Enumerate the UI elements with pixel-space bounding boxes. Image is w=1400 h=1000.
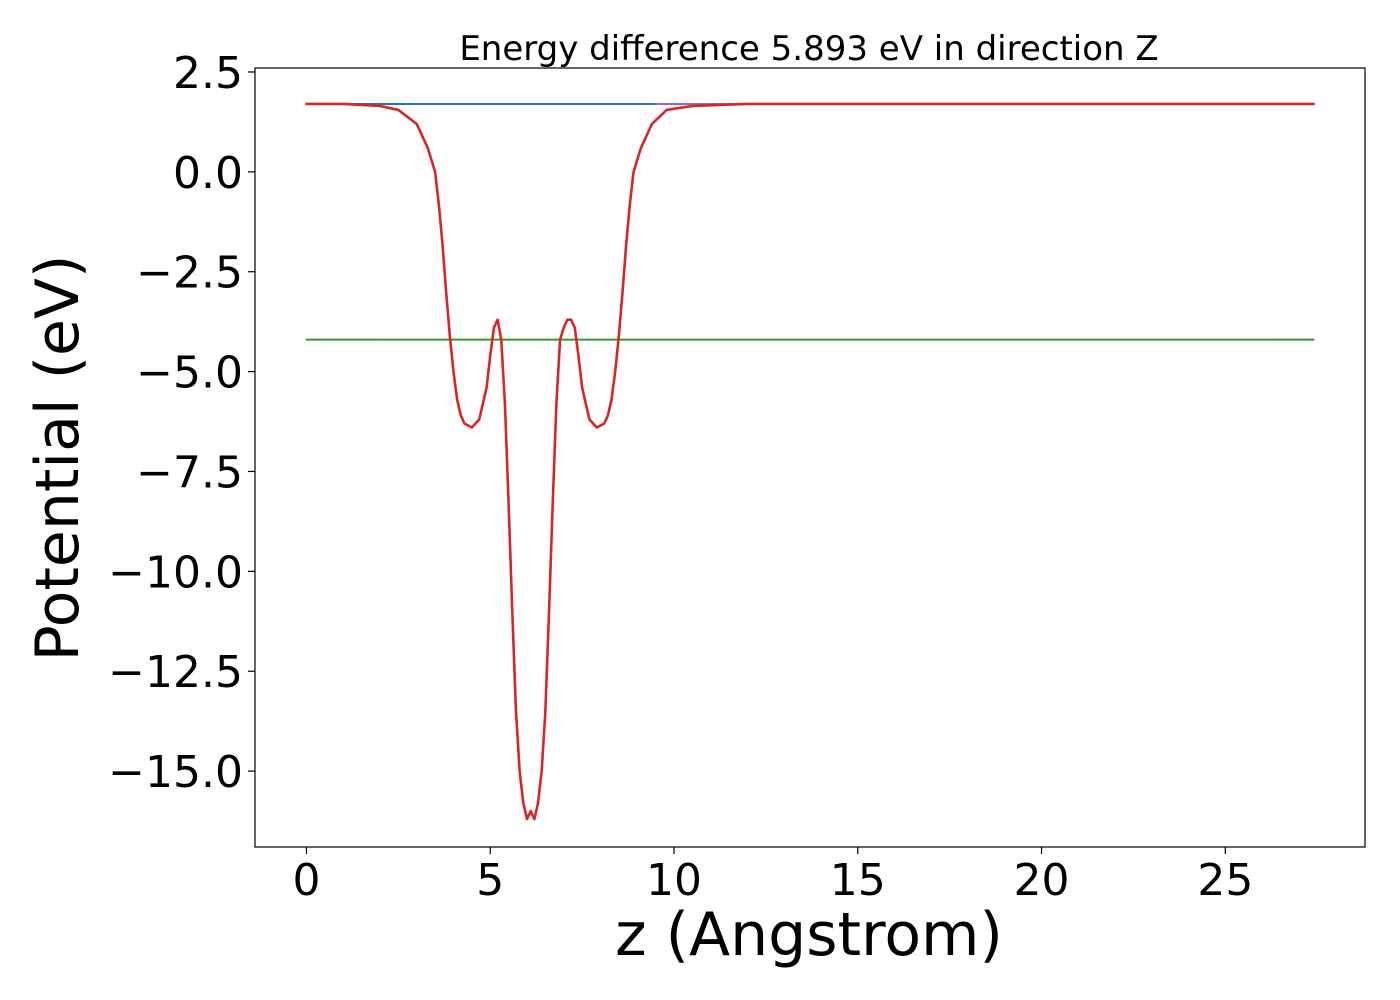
series-line-3 — [305, 102, 1315, 821]
y-axis-label: Potential (eV) — [23, 255, 93, 662]
x-axis-label: z (Angstrom) — [615, 900, 1003, 970]
series-layer — [305, 102, 1315, 821]
x-tick-label: 5 — [476, 855, 504, 906]
y-tick-label: −2.5 — [136, 248, 243, 299]
x-tick-label: 0 — [292, 855, 320, 906]
y-tick-label: 0.0 — [173, 148, 243, 199]
x-axis: 0 5 10 15 20 25 — [292, 847, 1253, 906]
y-tick-label: −15.0 — [108, 747, 243, 798]
chart-title: Energy difference 5.893 eV in direction … — [459, 29, 1158, 69]
x-tick-label: 20 — [1014, 855, 1070, 906]
y-axis: 2.5 0.0 −2.5 −5.0 −7.5 −10.0 −12.5 −15.0 — [108, 48, 255, 798]
y-tick-label: 2.5 — [173, 48, 243, 99]
y-tick-label: −7.5 — [136, 447, 243, 498]
y-tick-label: −10.0 — [108, 547, 243, 598]
x-tick-label: 10 — [646, 855, 702, 906]
y-tick-label: −5.0 — [136, 348, 243, 399]
y-tick-label: −12.5 — [108, 647, 243, 698]
x-tick-label: 15 — [830, 855, 886, 906]
x-tick-label: 25 — [1197, 855, 1253, 906]
plot-frame — [254, 67, 1366, 848]
